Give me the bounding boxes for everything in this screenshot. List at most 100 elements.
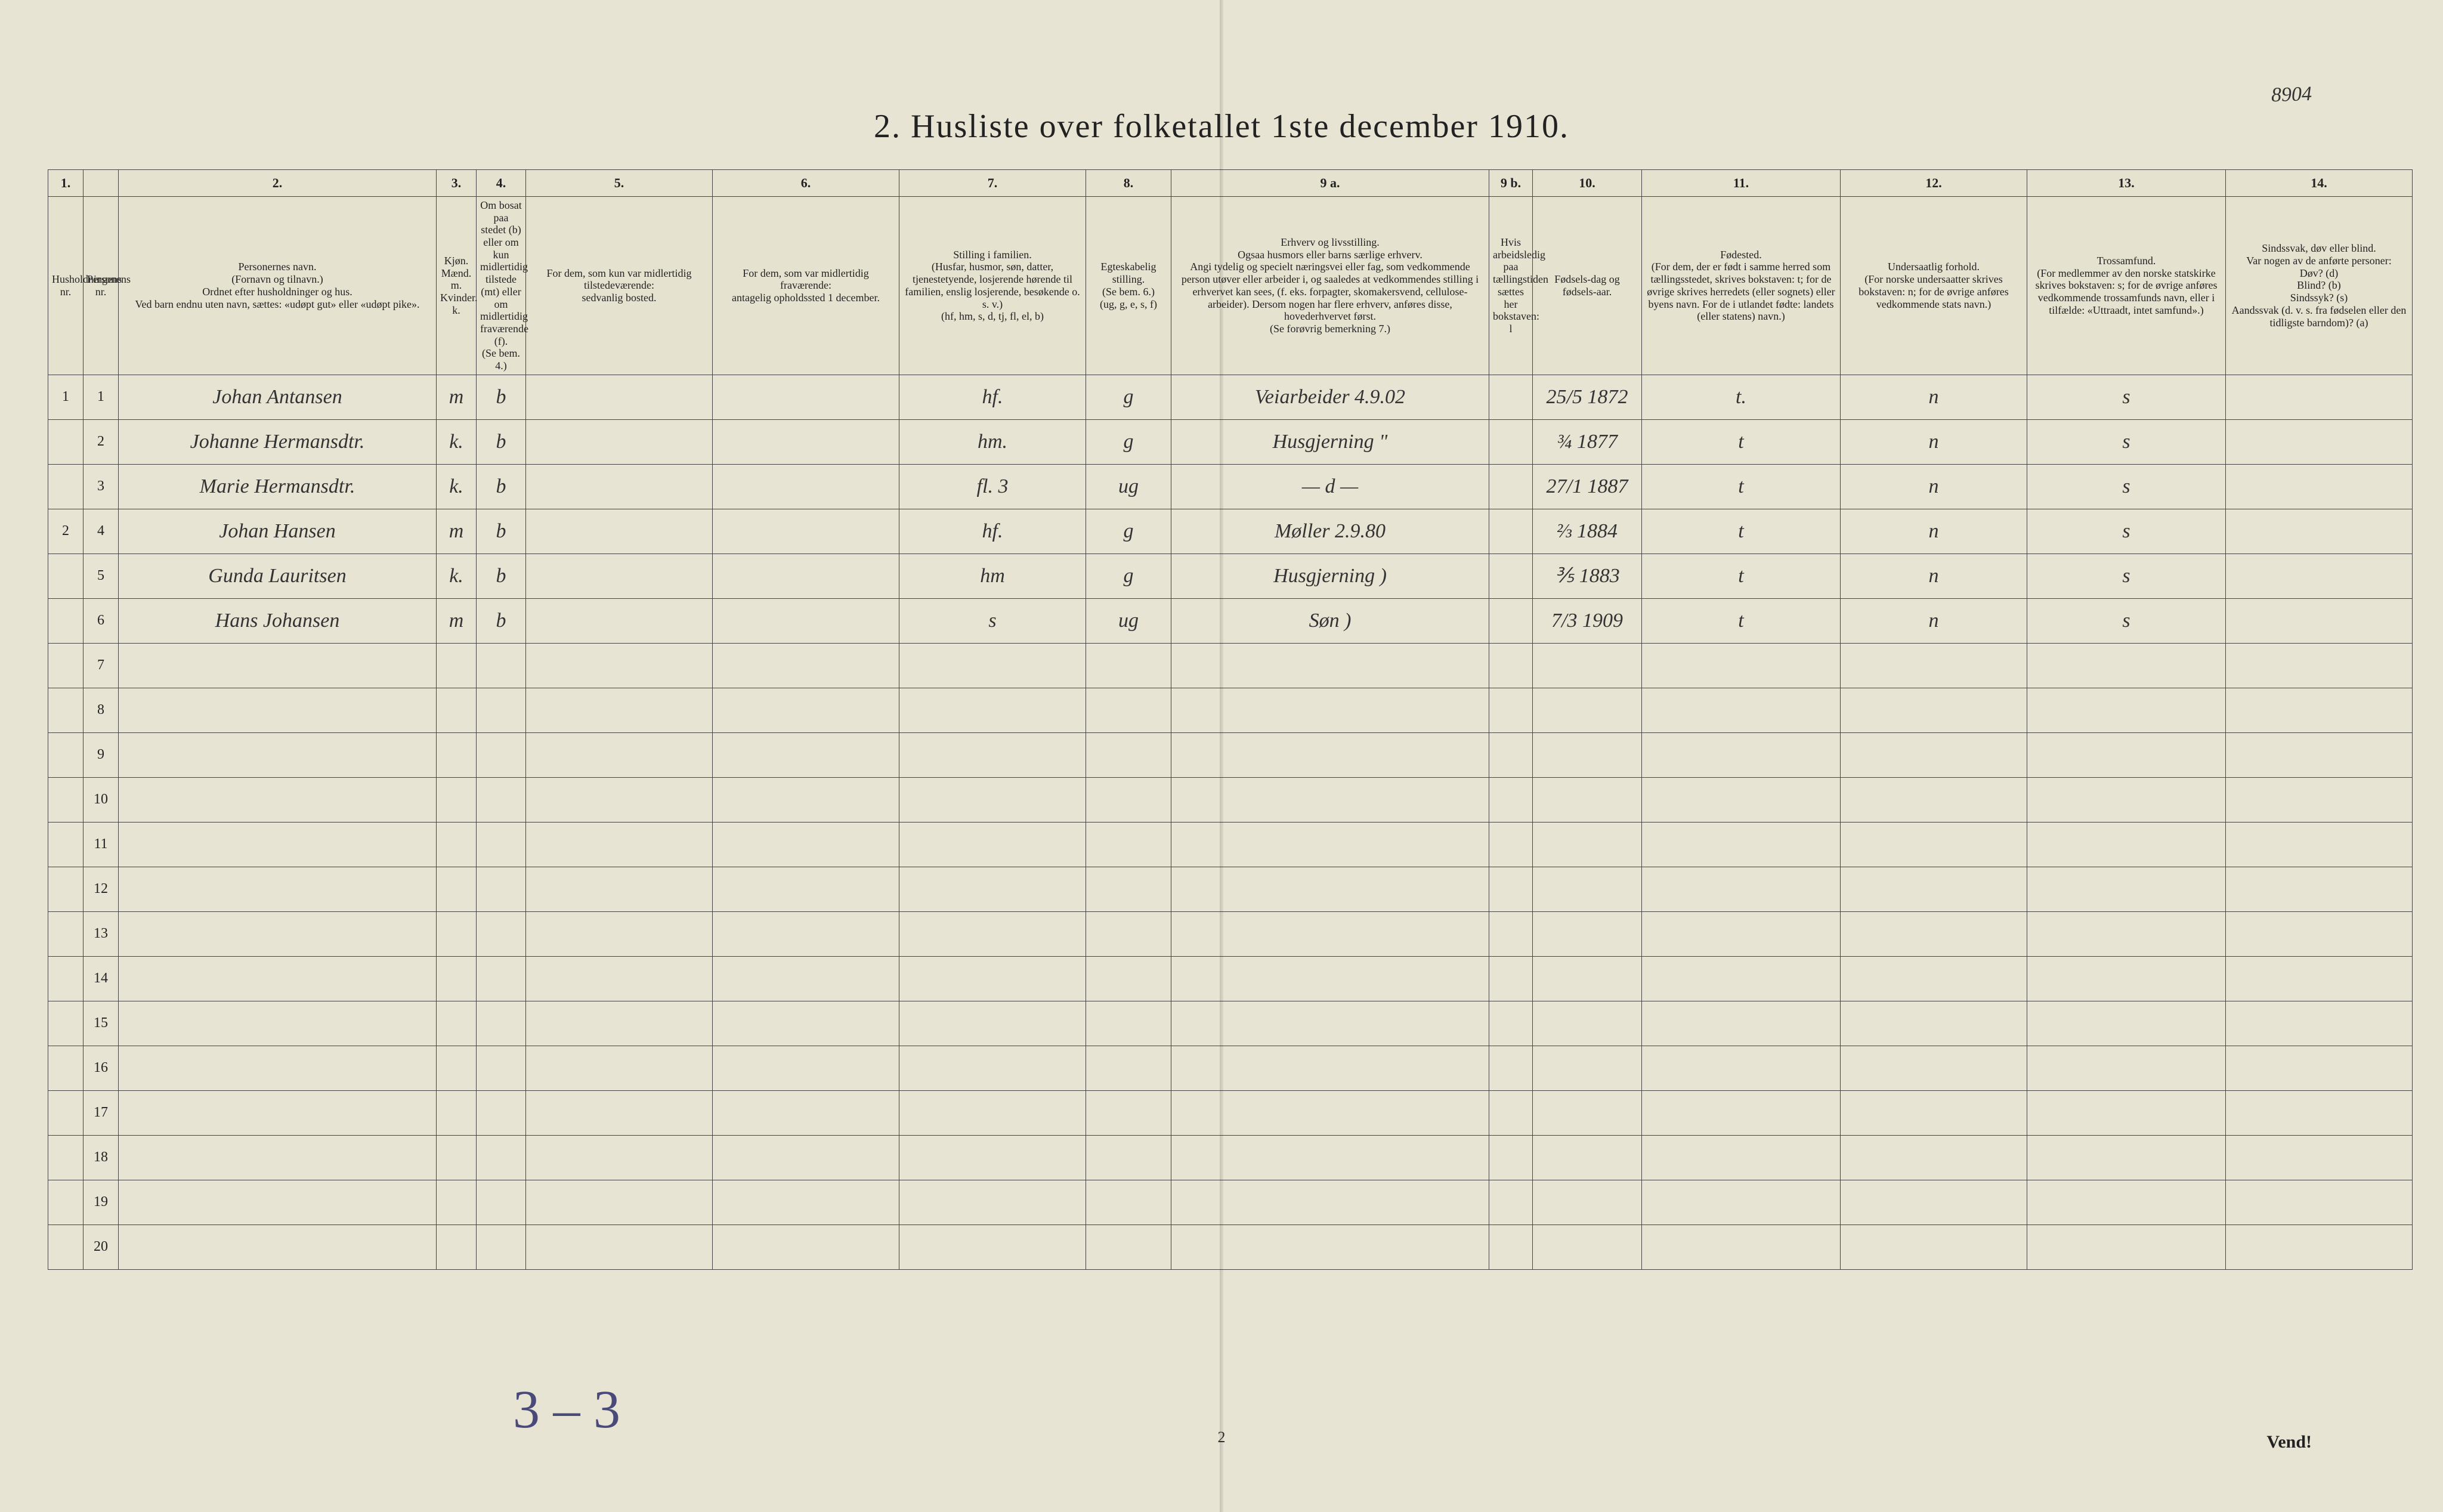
cell-c7 xyxy=(899,732,1086,777)
cell-c8 xyxy=(1086,956,1171,1001)
colnum-14: 14. xyxy=(2226,170,2413,197)
cell-name xyxy=(119,643,437,688)
cell-c12: n xyxy=(1841,375,2027,419)
cell-c9a xyxy=(1171,1180,1489,1225)
cell-name xyxy=(119,732,437,777)
cell-c9a xyxy=(1171,1225,1489,1269)
cell-c11 xyxy=(1642,1046,1841,1090)
table-row: 9 xyxy=(48,732,2413,777)
cell-c6 xyxy=(713,375,899,419)
cell-pn: 2 xyxy=(84,419,119,464)
cell-c10: 25/5 1872 xyxy=(1533,375,1642,419)
cell-c5 xyxy=(526,1180,713,1225)
cell-c13 xyxy=(2027,777,2226,822)
cell-c14 xyxy=(2226,867,2413,911)
cell-c9b xyxy=(1489,1001,1533,1046)
cell-sex xyxy=(437,732,477,777)
cell-c12 xyxy=(1841,1046,2027,1090)
cell-hh xyxy=(48,1001,84,1046)
colhead-6: For dem, som var midlertidig fraværende:… xyxy=(713,197,899,375)
colhead-1b: Personens nr. xyxy=(84,197,119,375)
cell-c6 xyxy=(713,956,899,1001)
cell-hh xyxy=(48,956,84,1001)
cell-c10 xyxy=(1533,1180,1642,1225)
cell-c6 xyxy=(713,777,899,822)
cell-c11 xyxy=(1642,956,1841,1001)
colhead-9b: Hvis arbeidsledig paa tællingstiden sætt… xyxy=(1489,197,1533,375)
cell-hh xyxy=(48,688,84,732)
cell-pn: 12 xyxy=(84,867,119,911)
cell-hh xyxy=(48,1180,84,1225)
cell-hh: 2 xyxy=(48,509,84,554)
cell-bosat: b xyxy=(477,375,526,419)
cell-pn: 18 xyxy=(84,1135,119,1180)
colnum-7: 7. xyxy=(899,170,1086,197)
colhead-14: Sindssvak, døv eller blind. Var nogen av… xyxy=(2226,197,2413,375)
cell-c12 xyxy=(1841,1090,2027,1135)
cell-sex xyxy=(437,1180,477,1225)
cell-pn: 9 xyxy=(84,732,119,777)
cell-c13: s xyxy=(2027,509,2226,554)
cell-c7 xyxy=(899,688,1086,732)
cell-c5 xyxy=(526,643,713,688)
cell-name xyxy=(119,867,437,911)
cell-sex xyxy=(437,1046,477,1090)
cell-c10: ¾ 1877 xyxy=(1533,419,1642,464)
cell-c5 xyxy=(526,1046,713,1090)
table-row: 12 xyxy=(48,867,2413,911)
cell-sex: k. xyxy=(437,554,477,598)
cell-c6 xyxy=(713,509,899,554)
cell-hh: 1 xyxy=(48,375,84,419)
cell-pn: 10 xyxy=(84,777,119,822)
cell-c6 xyxy=(713,554,899,598)
cell-c6 xyxy=(713,1090,899,1135)
cell-bosat: b xyxy=(477,554,526,598)
cell-c13 xyxy=(2027,643,2226,688)
cell-c12: n xyxy=(1841,464,2027,509)
cell-c12 xyxy=(1841,688,2027,732)
cell-c7 xyxy=(899,1001,1086,1046)
table-row: 11 xyxy=(48,822,2413,867)
cell-c8 xyxy=(1086,867,1171,911)
footer-tally: 3 – 3 xyxy=(513,1379,620,1440)
cell-c13 xyxy=(2027,1090,2226,1135)
cell-c6 xyxy=(713,688,899,732)
census-table-body: 11Johan Antansenmbhf.gVeiarbeider 4.9.02… xyxy=(48,375,2413,1269)
cell-c9a: Husgjerning ) xyxy=(1171,554,1489,598)
cell-c14 xyxy=(2226,643,2413,688)
cell-sex: m xyxy=(437,598,477,643)
cell-c11 xyxy=(1642,867,1841,911)
cell-c8 xyxy=(1086,1180,1171,1225)
cell-hh xyxy=(48,643,84,688)
cell-c9a xyxy=(1171,732,1489,777)
cell-c9b xyxy=(1489,1046,1533,1090)
cell-c13: s xyxy=(2027,464,2226,509)
cell-c13 xyxy=(2027,1135,2226,1180)
cell-c9b xyxy=(1489,822,1533,867)
cell-c5 xyxy=(526,688,713,732)
cell-c5 xyxy=(526,1001,713,1046)
cell-c6 xyxy=(713,643,899,688)
cell-hh xyxy=(48,822,84,867)
cell-sex: k. xyxy=(437,419,477,464)
cell-c12 xyxy=(1841,1135,2027,1180)
cell-c5 xyxy=(526,911,713,956)
cell-sex xyxy=(437,1225,477,1269)
table-row: 17 xyxy=(48,1090,2413,1135)
cell-c14 xyxy=(2226,688,2413,732)
cell-c9a: Søn ) xyxy=(1171,598,1489,643)
cell-c12 xyxy=(1841,643,2027,688)
cell-sex: m xyxy=(437,509,477,554)
cell-c8: ug xyxy=(1086,598,1171,643)
cell-name xyxy=(119,1225,437,1269)
cell-c9a xyxy=(1171,1135,1489,1180)
cell-c7 xyxy=(899,956,1086,1001)
cell-c7 xyxy=(899,911,1086,956)
cell-c6 xyxy=(713,1001,899,1046)
cell-c14 xyxy=(2226,822,2413,867)
cell-sex xyxy=(437,956,477,1001)
cell-c11: t xyxy=(1642,509,1841,554)
cell-c7 xyxy=(899,1225,1086,1269)
cell-name xyxy=(119,1135,437,1180)
cell-c13 xyxy=(2027,1001,2226,1046)
